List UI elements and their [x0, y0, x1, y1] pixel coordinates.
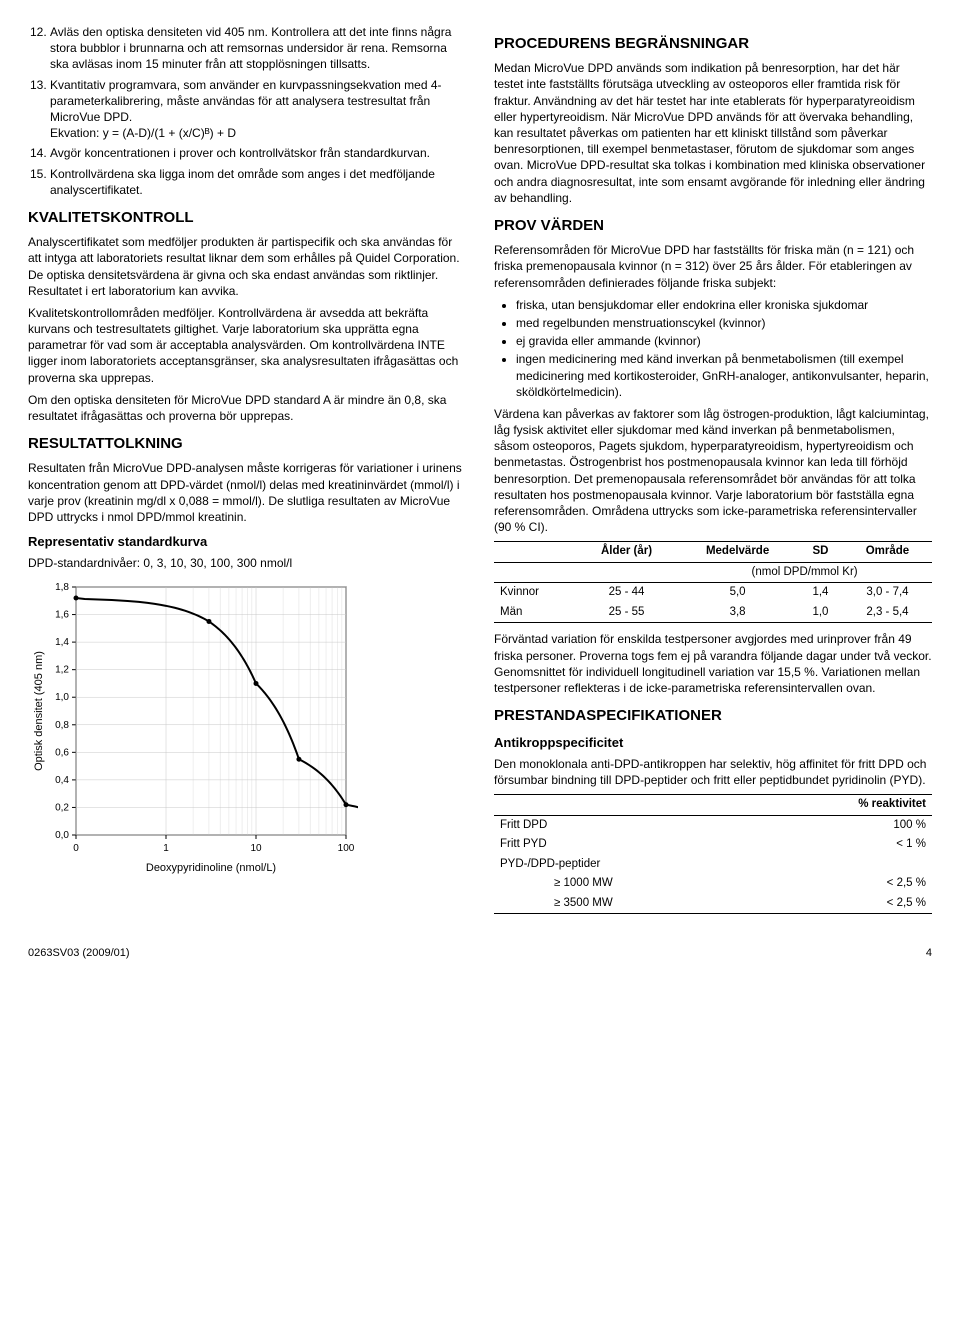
paragraph: Analyscertifikatet som medföljer produkt… [28, 234, 466, 299]
svg-text:0,4: 0,4 [55, 775, 69, 786]
footer-doc-id: 0263SV03 (2009/01) [28, 946, 130, 961]
list-item: ej gravida eller ammande (kvinnor) [516, 333, 932, 349]
paragraph: Referensområden för MicroVue DPD har fas… [494, 242, 932, 291]
right-column: PROCEDURENS BEGRÄNSNINGAR Medan MicroVue… [494, 24, 932, 922]
svg-text:10: 10 [250, 843, 262, 854]
paragraph: Om den optiska densiteten för MicroVue D… [28, 392, 466, 424]
heading-standard-curve: Representativ standardkurva [28, 533, 466, 551]
list-item: Avläs den optiska densiteten vid 405 nm.… [50, 24, 466, 73]
criteria-list: friska, utan bensjukdomar eller endokrin… [494, 297, 932, 400]
reactivity-table: % reaktivitetFritt DPD100 %Fritt PYD< 1 … [494, 794, 932, 914]
paragraph: Förväntad variation för enskilda testper… [494, 631, 932, 696]
procedure-list: Avläs den optiska densiteten vid 405 nm.… [28, 24, 466, 198]
svg-text:0,2: 0,2 [55, 802, 69, 813]
reference-table: Ålder (år)MedelvärdeSDOmråde(nmol DPD/mm… [494, 541, 932, 623]
list-item: ingen medicinering med känd inverkan på … [516, 351, 932, 400]
standard-levels: DPD-standardnivåer: 0, 3, 10, 30, 100, 3… [28, 555, 466, 571]
page-footer: 0263SV03 (2009/01) 4 [28, 946, 932, 961]
svg-text:Deoxypyridinoline (nmol/L): Deoxypyridinoline (nmol/L) [146, 862, 276, 874]
list-item: Kontrollvärdena ska ligga inom det områd… [50, 166, 466, 198]
paragraph: Resultaten från MicroVue DPD-analysen må… [28, 460, 466, 525]
svg-text:Optisk densitet (405 nm): Optisk densitet (405 nm) [33, 651, 45, 771]
list-item: med regelbunden menstruationscykel (kvin… [516, 315, 932, 331]
heading-sample-values: PROV VÄRDEN [494, 216, 932, 236]
list-item-text: Kvantitativ programvara, som använder en… [50, 78, 442, 124]
svg-text:0: 0 [73, 843, 79, 854]
paragraph: Kvalitetskontrollområden medföljer. Kont… [28, 305, 466, 386]
svg-text:0,8: 0,8 [55, 720, 69, 731]
heading-limitations: PROCEDURENS BEGRÄNSNINGAR [494, 34, 932, 54]
paragraph: Värdena kan påverkas av faktorer som låg… [494, 406, 932, 536]
chart-svg: 0,0 0,2 0,4 0,6 0,8 1,0 1,2 1,4 1,6 1,8 0 1 10 100 Deo… [28, 577, 358, 877]
heading-result-interpretation: RESULTATTOLKNING [28, 434, 466, 454]
heading-quality-control: KVALITETSKONTROLL [28, 208, 466, 228]
svg-text:0,0: 0,0 [55, 830, 69, 841]
svg-text:1,8: 1,8 [55, 582, 69, 593]
svg-text:1: 1 [163, 843, 169, 854]
equation: Ekvation: y = (A-D)/(1 + (x/C)ᴮ) + D [50, 126, 236, 140]
standard-curve-chart: 0,0 0,2 0,4 0,6 0,8 1,0 1,2 1,4 1,6 1,8 0 1 10 100 Deo… [28, 577, 358, 881]
paragraph: Medan MicroVue DPD används som indikatio… [494, 60, 932, 206]
svg-text:1,4: 1,4 [55, 637, 69, 648]
left-column: Avläs den optiska densiteten vid 405 nm.… [28, 24, 466, 922]
list-item: Kvantitativ programvara, som använder en… [50, 77, 466, 142]
svg-text:1,0: 1,0 [55, 692, 69, 703]
list-item: friska, utan bensjukdomar eller endokrin… [516, 297, 932, 313]
heading-performance: PRESTANDASPECIFIKATIONER [494, 706, 932, 726]
svg-text:1,6: 1,6 [55, 609, 69, 620]
list-item: Avgör koncentrationen i prover och kontr… [50, 145, 466, 161]
heading-antibody-specificity: Antikroppspecificitet [494, 734, 932, 752]
svg-text:100: 100 [338, 843, 355, 854]
svg-text:1,2: 1,2 [55, 665, 69, 676]
footer-page-number: 4 [926, 946, 932, 961]
paragraph: Den monoklonala anti-DPD-antikroppen har… [494, 756, 932, 788]
svg-text:0,6: 0,6 [55, 747, 69, 758]
